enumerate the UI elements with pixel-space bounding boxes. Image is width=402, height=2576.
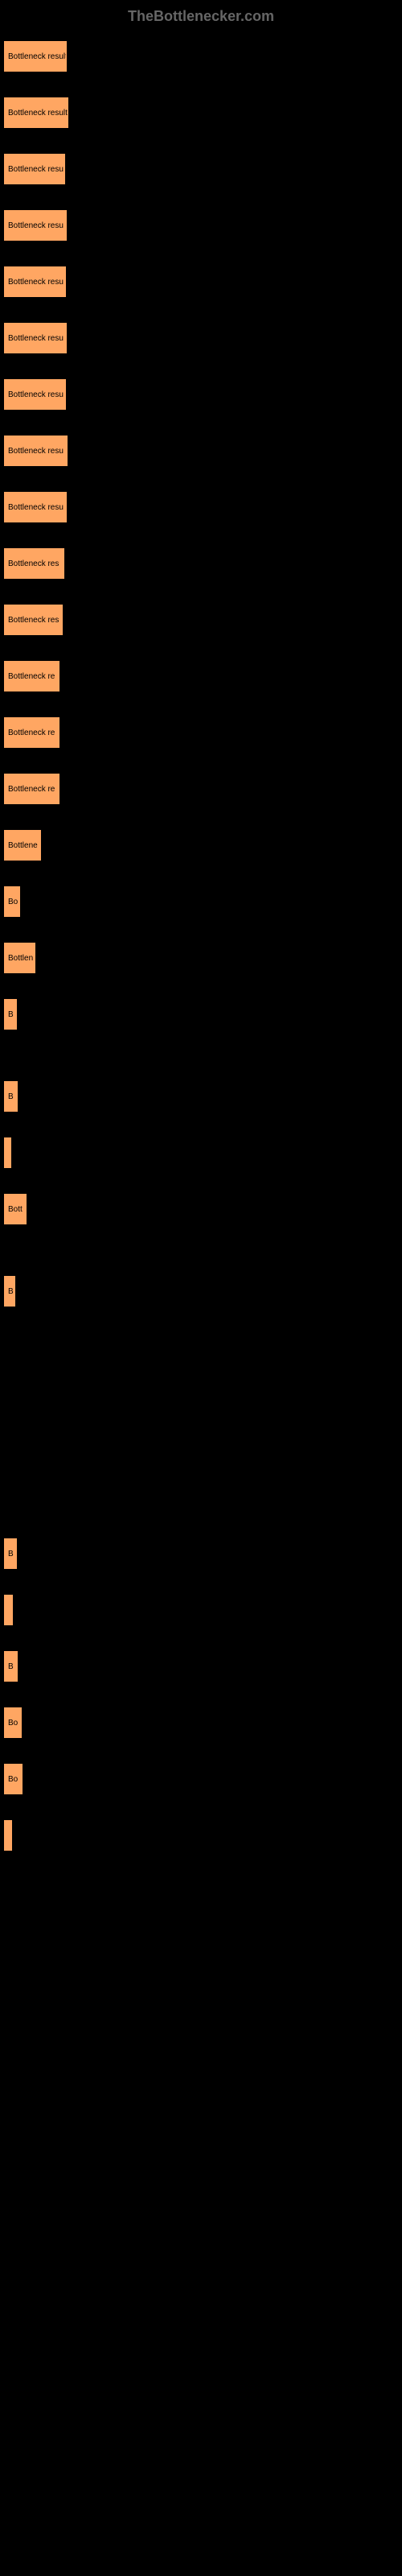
bar-row: Bottlen xyxy=(4,943,398,973)
bar-row: Bottleneck resu xyxy=(4,492,398,522)
bar: Bottleneck resu xyxy=(4,210,67,241)
bar: Bottleneck resu xyxy=(4,379,66,410)
bar-row: B xyxy=(4,1538,398,1569)
bar-row: Bottleneck result xyxy=(4,41,398,72)
bar-row: Bottleneck resu xyxy=(4,154,398,184)
bar-row: Bo xyxy=(4,1764,398,1794)
bar-row: Bottleneck resu xyxy=(4,266,398,297)
bar: Bottleneck resu xyxy=(4,323,67,353)
bar: Bottleneck res xyxy=(4,548,64,579)
bar: Bottleneck re xyxy=(4,717,59,748)
bar-row: Bottleneck re xyxy=(4,661,398,691)
bar-row: Bottleneck res xyxy=(4,548,398,579)
bar: B xyxy=(4,1538,17,1569)
bar-row: Bottleneck re xyxy=(4,774,398,804)
bar-row xyxy=(4,1820,398,1851)
bar-row: Bottlene xyxy=(4,830,398,861)
bar-row: Bottleneck re xyxy=(4,717,398,748)
bar: Bottleneck result xyxy=(4,41,67,72)
bar: Bottleneck re xyxy=(4,774,59,804)
bar-row: Bo xyxy=(4,886,398,917)
watermark-text: TheBottlenecker.com xyxy=(0,0,402,33)
bar: Bottleneck re xyxy=(4,661,59,691)
bar-row: Bottleneck resu xyxy=(4,379,398,410)
bar: Bott xyxy=(4,1194,27,1224)
bar: B xyxy=(4,1651,18,1682)
bar-row: Bottleneck resu xyxy=(4,323,398,353)
bar: Bottleneck result xyxy=(4,97,68,128)
bar-row: Bo xyxy=(4,1707,398,1738)
bar: Bottlene xyxy=(4,830,41,861)
bar xyxy=(4,1137,11,1168)
bar: Bottleneck resu xyxy=(4,492,67,522)
bar-row xyxy=(4,1595,398,1625)
bar: Bottleneck resu xyxy=(4,266,66,297)
bar-row: B xyxy=(4,1651,398,1682)
bar xyxy=(4,1820,12,1851)
bar: Bo xyxy=(4,886,20,917)
chart-container: Bottleneck result Bottleneck result Bottle… xyxy=(0,33,402,1885)
bar-row: Bottleneck res xyxy=(4,605,398,635)
bar-row: Bott xyxy=(4,1194,398,1224)
bar: Bottlen xyxy=(4,943,35,973)
bar-row: B xyxy=(4,999,398,1030)
bar-row: B xyxy=(4,1081,398,1112)
bar-row xyxy=(4,1137,398,1168)
bar-row: Bottleneck resu xyxy=(4,436,398,466)
bar-row: Bottleneck resu xyxy=(4,210,398,241)
bar: Bottleneck res xyxy=(4,605,63,635)
bar: B xyxy=(4,999,17,1030)
bar-row: B xyxy=(4,1276,398,1307)
bar: Bottleneck resu xyxy=(4,436,68,466)
bar: Bo xyxy=(4,1764,23,1794)
bar: B xyxy=(4,1276,15,1307)
bar: B xyxy=(4,1081,18,1112)
bar-row: Bottleneck result xyxy=(4,97,398,128)
bar xyxy=(4,1595,13,1625)
bar: Bottleneck resu xyxy=(4,154,65,184)
bar: Bo xyxy=(4,1707,22,1738)
